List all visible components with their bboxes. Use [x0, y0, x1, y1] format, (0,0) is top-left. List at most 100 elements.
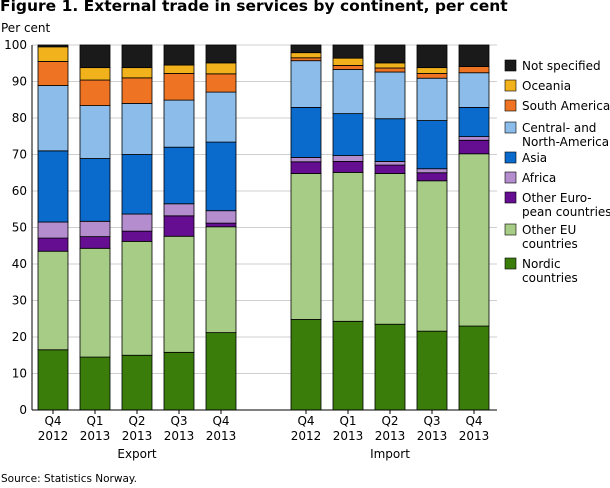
- bar-segment: [374, 118, 406, 162]
- legend-label: pean countries: [522, 205, 610, 219]
- y-tick-label: 80: [12, 111, 27, 125]
- bar-segment: [374, 71, 406, 120]
- x-tick-label-quarter: Q1: [339, 414, 356, 428]
- legend-label: Asia: [522, 151, 547, 165]
- bar-segment: [205, 210, 237, 224]
- bar-segment: [121, 213, 153, 232]
- legend-swatch: [504, 121, 517, 134]
- x-tick-label-year: 2013: [206, 429, 237, 443]
- bar-segment: [416, 180, 448, 332]
- bar-segment: [205, 62, 237, 75]
- legend-label: Not specified: [522, 59, 601, 73]
- legend-swatch: [504, 151, 517, 164]
- y-tick-label: 70: [12, 148, 27, 162]
- bar-segment: [332, 320, 364, 411]
- x-group-label: Import: [370, 447, 410, 461]
- bar-segment: [416, 44, 448, 69]
- legend-label: South America: [522, 99, 610, 113]
- bar-segment: [79, 247, 111, 358]
- bar-segment: [290, 107, 322, 158]
- bar-segment: [163, 203, 195, 217]
- x-tick-label-year: 2013: [164, 429, 195, 443]
- bar-segment: [205, 141, 237, 212]
- bar-segment: [290, 60, 322, 108]
- legend-label: Africa: [522, 171, 556, 185]
- bar-segment: [416, 120, 448, 170]
- x-tick-label-year: 2013: [459, 429, 490, 443]
- bar-segment: [290, 57, 322, 62]
- legend-swatch: [504, 79, 517, 92]
- bar-segment: [332, 161, 364, 173]
- bar-segment: [374, 173, 406, 325]
- bar-segment: [79, 105, 111, 159]
- y-tick-label: 0: [19, 403, 27, 417]
- bar-segment: [37, 85, 69, 152]
- legend-label: Oceania: [522, 79, 571, 93]
- bar-segment: [79, 220, 111, 238]
- bar-segment: [79, 79, 111, 106]
- bar-segment: [458, 325, 490, 411]
- y-tick-label: 100: [4, 38, 27, 52]
- bar-segment: [332, 69, 364, 115]
- bar-segment: [416, 168, 448, 174]
- legend-swatch: [504, 171, 517, 184]
- bar-segment: [37, 237, 69, 252]
- legend-swatch: [504, 59, 517, 72]
- bar-segment: [163, 44, 195, 66]
- y-tick-label: 50: [12, 221, 27, 235]
- x-tick-label-year: 2013: [333, 429, 364, 443]
- bar-segment: [416, 172, 448, 182]
- bar-segment: [205, 226, 237, 334]
- bar-segment: [79, 158, 111, 222]
- bar-segment: [290, 161, 322, 174]
- bar-segment: [458, 139, 490, 155]
- legend-swatch: [504, 99, 517, 112]
- bar-segment: [205, 73, 237, 93]
- y-tick-label: 30: [12, 294, 27, 308]
- bar-segment: [374, 67, 406, 73]
- bar-segment: [121, 77, 153, 104]
- legend-label: Other Euro-: [522, 191, 592, 205]
- legend-label: Central- and: [522, 121, 596, 135]
- legend-swatch: [504, 223, 517, 236]
- x-tick-label-quarter: Q2: [381, 414, 398, 428]
- x-tick-label-quarter: Q1: [86, 414, 103, 428]
- legend-label: countries: [522, 237, 578, 251]
- bar-segment: [163, 351, 195, 411]
- bar-segment: [37, 349, 69, 411]
- x-tick-label-quarter: Q3: [170, 414, 187, 428]
- x-tick-label-quarter: Q3: [423, 414, 440, 428]
- bar-segment: [163, 146, 195, 205]
- legend-label: Other EU: [522, 223, 576, 237]
- bar-segment: [121, 230, 153, 242]
- y-axis-unit-label: Per cent: [1, 21, 51, 35]
- bar-segment: [79, 67, 111, 81]
- y-tick-label: 40: [12, 257, 27, 271]
- bar-segment: [290, 157, 322, 163]
- bar-segment: [332, 171, 364, 322]
- bar-segment: [416, 77, 448, 121]
- bar-segment: [79, 356, 111, 411]
- bar-segment: [332, 44, 364, 59]
- bar-segment: [121, 44, 153, 69]
- x-tick-label-year: 2013: [417, 429, 448, 443]
- bar-segment: [458, 72, 490, 108]
- bar-segment: [416, 73, 448, 79]
- legend-label: North-America: [522, 135, 609, 149]
- bar-segment: [163, 64, 195, 74]
- bar-segment: [121, 67, 153, 79]
- x-tick-label-quarter: Q4: [44, 414, 61, 428]
- bar-segment: [374, 62, 406, 69]
- legend-swatch: [504, 257, 517, 270]
- bar-segment: [79, 44, 111, 69]
- bar-segment: [37, 61, 69, 86]
- bar-segment: [290, 319, 322, 411]
- bar-segment: [332, 155, 364, 162]
- bar-segment: [458, 107, 490, 138]
- bar-segment: [205, 44, 237, 64]
- bar-segment: [121, 354, 153, 411]
- bar-segment: [290, 44, 322, 54]
- bar-segment: [205, 332, 237, 411]
- bar-segment: [79, 236, 111, 249]
